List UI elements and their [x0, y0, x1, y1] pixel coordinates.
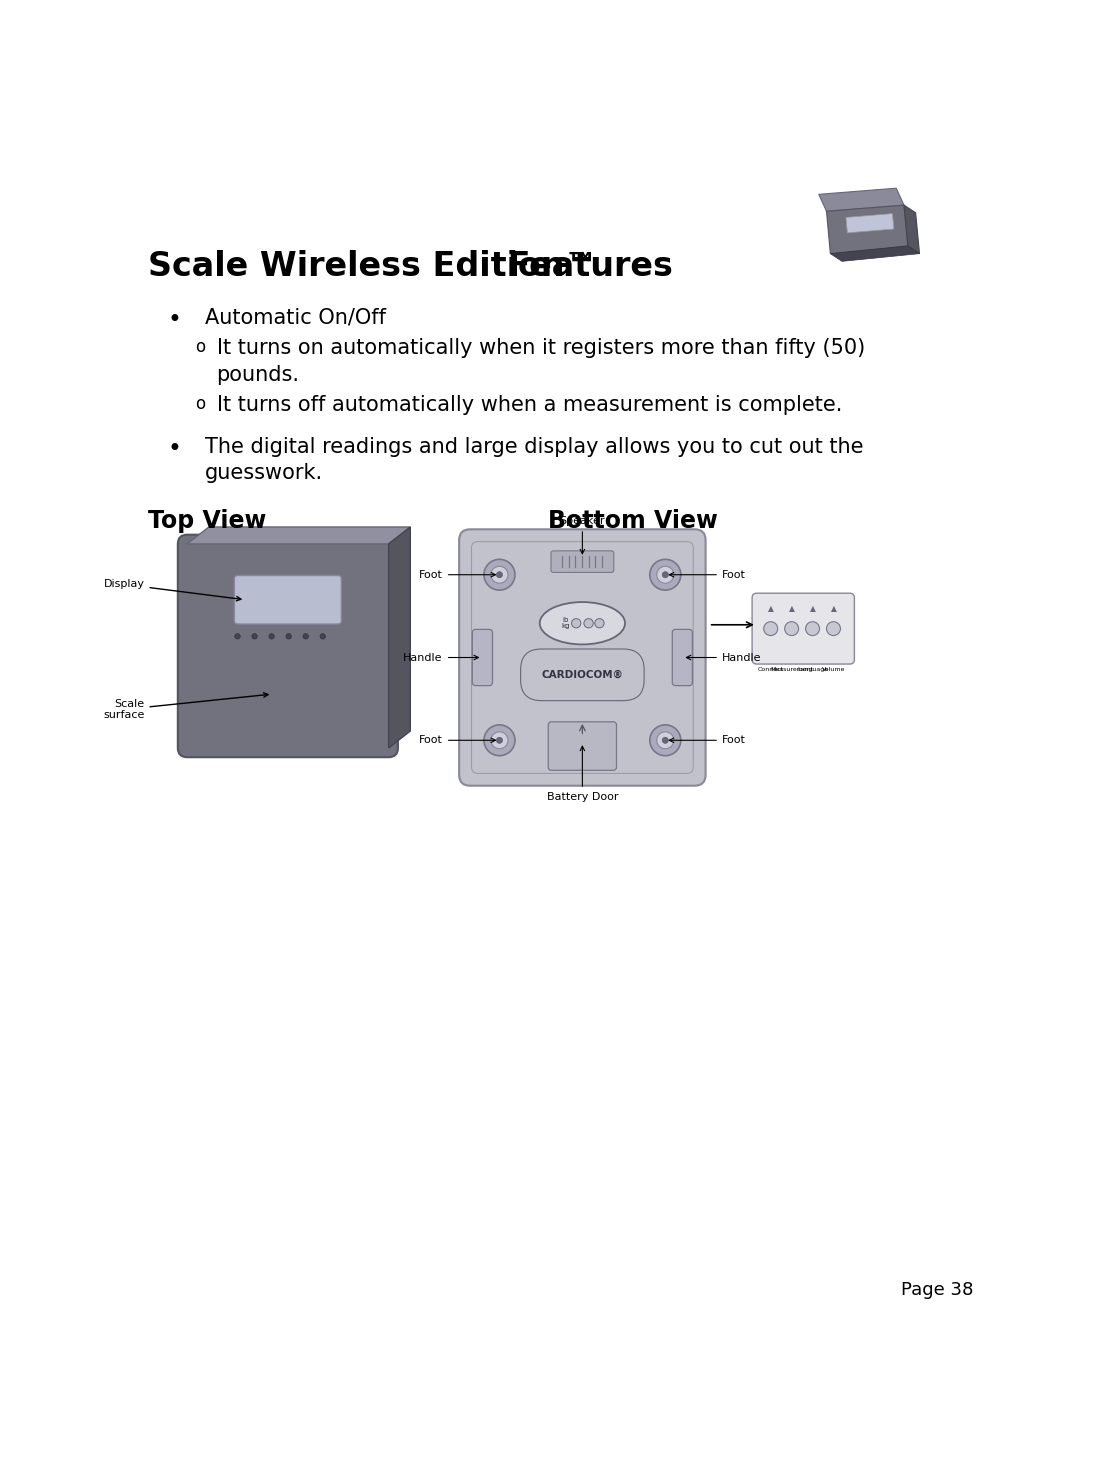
- Circle shape: [497, 571, 502, 578]
- Text: guesswork.: guesswork.: [205, 464, 323, 483]
- Text: ▲: ▲: [810, 604, 815, 614]
- Polygon shape: [826, 205, 908, 253]
- Text: Display: Display: [104, 580, 241, 601]
- Polygon shape: [904, 205, 919, 253]
- Text: Foot: Foot: [419, 736, 496, 745]
- Circle shape: [491, 732, 508, 749]
- FancyBboxPatch shape: [459, 530, 706, 786]
- Text: Foot: Foot: [670, 570, 746, 580]
- FancyBboxPatch shape: [551, 551, 614, 573]
- FancyBboxPatch shape: [473, 630, 492, 686]
- FancyBboxPatch shape: [752, 593, 854, 664]
- Circle shape: [484, 724, 515, 755]
- Text: Foot: Foot: [670, 736, 746, 745]
- Text: Top View: Top View: [149, 509, 267, 533]
- Text: Page 38: Page 38: [901, 1281, 974, 1300]
- Text: ▲: ▲: [789, 604, 794, 614]
- FancyBboxPatch shape: [673, 630, 693, 686]
- Text: o: o: [195, 394, 205, 412]
- Text: Handle: Handle: [686, 652, 761, 662]
- Circle shape: [235, 633, 241, 639]
- Circle shape: [764, 621, 778, 636]
- Text: o: o: [195, 339, 205, 356]
- Circle shape: [826, 621, 840, 636]
- Ellipse shape: [539, 602, 625, 645]
- Circle shape: [662, 571, 668, 578]
- Text: Scale Wireless Edition™: Scale Wireless Edition™: [149, 250, 598, 283]
- Text: ▲: ▲: [830, 604, 837, 614]
- Circle shape: [571, 618, 581, 629]
- Polygon shape: [846, 213, 894, 233]
- Text: Foot: Foot: [419, 570, 496, 580]
- Text: Features: Features: [496, 250, 673, 283]
- Circle shape: [595, 618, 604, 629]
- Circle shape: [784, 621, 799, 636]
- Text: Measurement: Measurement: [770, 667, 813, 673]
- Text: The digital readings and large display allows you to cut out the: The digital readings and large display a…: [205, 437, 863, 456]
- Text: It turns on automatically when it registers more than fifty (50): It turns on automatically when it regist…: [217, 339, 865, 358]
- Circle shape: [491, 567, 508, 583]
- Text: pounds.: pounds.: [217, 365, 300, 384]
- Text: CARDIOCOM®: CARDIOCOM®: [542, 670, 624, 680]
- Circle shape: [286, 633, 291, 639]
- Text: Battery Door: Battery Door: [547, 746, 618, 802]
- Text: It turns off automatically when a measurement is complete.: It turns off automatically when a measur…: [217, 394, 842, 415]
- Circle shape: [484, 559, 515, 590]
- Polygon shape: [388, 527, 410, 748]
- Text: •: •: [167, 437, 182, 461]
- Circle shape: [497, 737, 502, 743]
- Circle shape: [321, 633, 325, 639]
- Text: Language: Language: [798, 667, 828, 673]
- Text: Speaker: Speaker: [560, 517, 605, 553]
- Text: Scale
surface: Scale surface: [103, 693, 268, 720]
- Circle shape: [805, 621, 819, 636]
- Text: Handle: Handle: [404, 652, 478, 662]
- Circle shape: [650, 559, 680, 590]
- FancyBboxPatch shape: [178, 534, 398, 757]
- Circle shape: [656, 732, 674, 749]
- Text: ▲: ▲: [768, 604, 773, 614]
- Polygon shape: [818, 188, 904, 212]
- Polygon shape: [187, 527, 410, 545]
- Circle shape: [662, 737, 668, 743]
- Circle shape: [656, 567, 674, 583]
- Text: Volume: Volume: [822, 667, 846, 673]
- FancyBboxPatch shape: [234, 576, 341, 624]
- Circle shape: [252, 633, 257, 639]
- Text: •: •: [167, 308, 182, 331]
- FancyBboxPatch shape: [548, 721, 617, 770]
- Text: Connect: Connect: [758, 667, 783, 673]
- Circle shape: [584, 618, 593, 629]
- Text: lb
kg: lb kg: [561, 617, 570, 629]
- Polygon shape: [830, 246, 919, 262]
- Text: Automatic On/Off: Automatic On/Off: [205, 308, 386, 328]
- Text: Bottom View: Bottom View: [547, 509, 718, 533]
- Circle shape: [303, 633, 309, 639]
- Circle shape: [650, 724, 680, 755]
- Circle shape: [269, 633, 275, 639]
